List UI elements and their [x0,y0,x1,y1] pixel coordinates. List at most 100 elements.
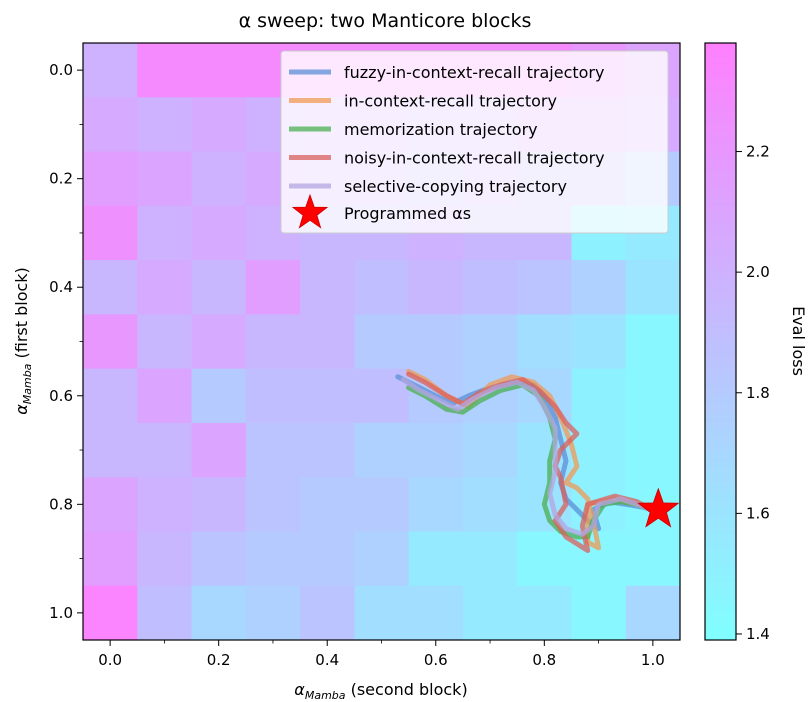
heatmap-cell [137,97,192,152]
heatmap-cell [191,260,247,315]
heatmap-cell [137,205,192,261]
heatmap-cell [354,422,410,478]
heatmap-cell [625,422,681,478]
legend-label-3: memorization trajectory [344,120,538,139]
heatmap-cell [191,205,247,261]
heatmap-cell [83,97,138,152]
legend-label-marker: Programmed αs [344,204,471,223]
heatmap-cell [354,585,410,641]
y-tick-label: 0.2 [49,170,73,188]
colorbar-tick-label: 2.0 [746,263,770,281]
heatmap-cell [245,368,301,424]
heatmap-cell [408,260,464,315]
heatmap-cell [517,260,572,315]
heatmap-cell [408,422,464,478]
heatmap-cell [83,368,138,424]
colorbar-tick-label: 1.8 [746,384,770,402]
heatmap-cell [571,422,627,478]
y-axis: 0.0 0.2 0.4 0.6 0.8 1.0 [49,61,83,622]
heatmap-cell [408,531,464,587]
legend-label-4: noisy-in-context-recall trajectory [344,149,605,168]
heatmap-cell [625,585,681,641]
heatmap-cell [354,477,410,532]
heatmap-cell [408,314,464,370]
colorbar-gradient [704,42,737,641]
heatmap-cell [625,260,681,315]
heatmap-cell [625,531,681,587]
heatmap-cell [462,477,518,532]
heatmap-cell [137,585,192,641]
heatmap-cell [462,531,518,587]
trajectories [395,368,656,553]
heatmap-cell [191,585,247,641]
heatmap-cell [517,314,572,370]
y-tick-label: 0.6 [49,387,73,405]
heatmap-cell [191,314,247,370]
heatmap-cell [137,422,192,478]
y-tick-label: 0.8 [49,495,73,513]
legend-box [280,50,669,234]
x-tick-label: 0.2 [207,651,231,669]
heatmap-cell [625,368,681,424]
legend-star-icon [291,193,329,229]
heatmap-cell [83,314,138,370]
heatmap-cell [300,314,355,370]
legend-label-2: in-context-recall trajectory [344,92,557,111]
heatmap-cell [137,477,192,532]
heatmap-cell [517,585,572,641]
heatmap-cell [300,368,355,424]
heatmap-cell [83,422,138,478]
heatmap-cell [191,43,247,98]
trajectory-line-5 [400,377,656,537]
heatmap-cell [83,43,138,98]
heatmap-cell [245,585,301,641]
heatmap-cell [191,97,247,152]
legend: fuzzy-in-context-recall trajectory in-con… [280,50,669,234]
heatmap-cell [571,368,627,424]
heatmap-cell [83,531,138,587]
heatmap-cell [571,585,627,641]
legend-label-5: selective-copying trajectory [344,177,567,196]
programmed-alpha-star [637,487,680,528]
heatmap-cell [300,422,355,478]
x-axis: 0.0 0.2 0.4 0.6 0.8 1.0 [98,640,665,669]
heatmap-cell [191,368,247,424]
heatmap-cell [137,531,192,587]
chart-title: α sweep: two Manticore blocks [239,10,532,32]
heatmap-cell [300,585,355,641]
heatmap-cell [245,477,301,532]
heatmap-cell [462,422,518,478]
heatmap-cell [300,477,355,532]
marker-layer [637,487,680,528]
colorbar-ticks: 1.4 1.6 1.8 2.0 2.2 [736,143,770,643]
x-tick-label: 0.8 [532,651,556,669]
colorbar-tick-label: 2.2 [746,143,770,161]
x-axis-label: αMamba (second block) [294,680,467,702]
heatmap-cell [245,422,301,478]
heatmap-cell [83,205,138,261]
heatmap-cell [245,314,301,370]
colorbar: 1.4 1.6 1.8 2.0 2.2 Eval loss [704,42,808,643]
heatmap-cell [571,314,627,370]
heatmap-cell [191,477,247,532]
heatmap-cell [191,531,247,587]
y-axis-label: αMamba (first block) [12,267,34,415]
heatmap-cell [137,368,192,424]
heatmap-cell [137,260,192,315]
heatmap-cell [462,585,518,641]
x-tick-label: 0.0 [98,651,122,669]
y-tick-label: 0.4 [49,278,73,296]
heatmap-cell [137,43,192,98]
x-tick-label: 1.0 [641,651,665,669]
colorbar-tick-label: 1.4 [746,625,770,643]
heatmap-cell [517,531,572,587]
x-tick-label: 0.4 [315,651,339,669]
heatmap-cell [137,151,192,207]
x-tick-label: 0.6 [424,651,448,669]
heatmap-cell [191,151,247,207]
heatmap-cell [300,260,355,315]
heatmap-cell [245,260,301,315]
heatmap-cell [462,314,518,370]
heatmap-cell [300,531,355,587]
